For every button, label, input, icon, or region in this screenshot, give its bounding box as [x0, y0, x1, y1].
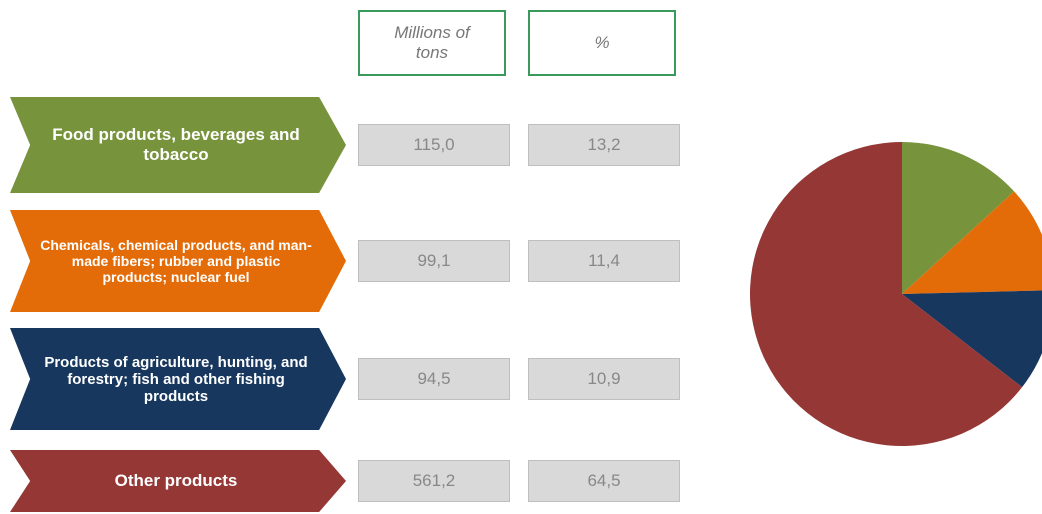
category-arrow: Food products, beverages and tobacco	[10, 97, 346, 193]
percent-cell: 10,9	[528, 358, 680, 400]
pie-slice	[902, 191, 1042, 294]
percent-cell: 13,2	[528, 124, 680, 166]
tons-cell: 561,2	[358, 460, 510, 502]
percent-cell: 64,5	[528, 460, 680, 502]
pie-slice	[902, 290, 1042, 388]
tons-cell: 94,5	[358, 358, 510, 400]
tons-cell: 99,1	[358, 240, 510, 282]
pie-slice	[750, 142, 1023, 446]
tons-cell: 115,0	[358, 124, 510, 166]
column-header: Millions of tons	[358, 10, 506, 76]
percent-cell: 11,4	[528, 240, 680, 282]
category-arrow: Other products	[10, 450, 346, 512]
category-arrow: Chemicals, chemical products, and man-ma…	[10, 210, 346, 312]
pie-slice	[902, 142, 1015, 294]
category-arrow: Products of agriculture, hunting, and fo…	[10, 328, 346, 430]
column-header: %	[528, 10, 676, 76]
